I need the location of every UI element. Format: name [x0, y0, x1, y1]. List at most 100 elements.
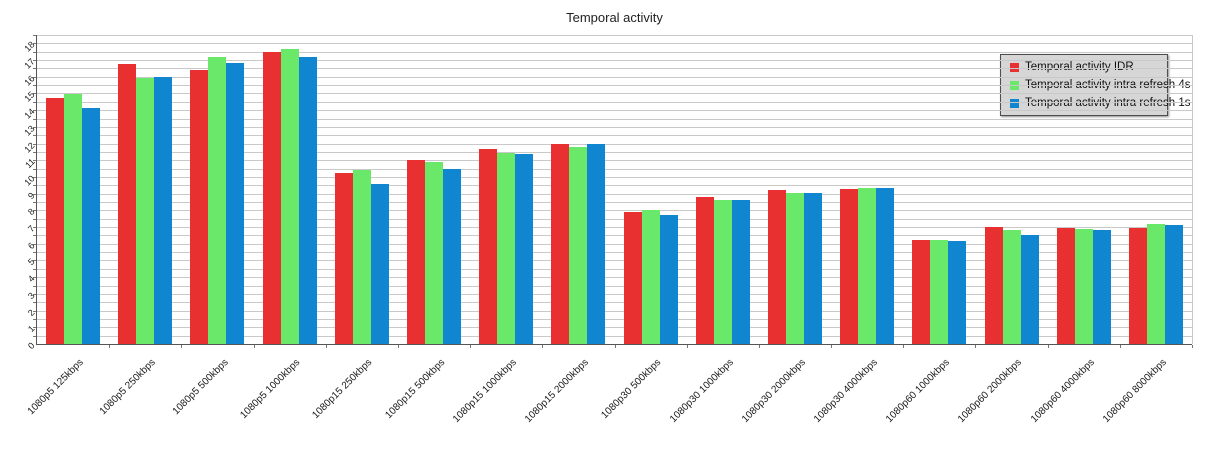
y-axis-label: 7: [25, 223, 37, 235]
x-axis-line: [36, 344, 1192, 345]
bar-series-3: [370, 183, 389, 344]
bar-series-1: [984, 227, 1003, 344]
bar-series-3: [82, 108, 101, 344]
gridline: [37, 310, 1192, 312]
y-axis-tick: [33, 118, 37, 120]
x-axis-tick: [253, 345, 255, 348]
y-axis-tick: [33, 185, 37, 187]
y-axis-label: 8: [25, 206, 37, 218]
y-axis-tick: [33, 252, 37, 254]
x-axis-tick: [470, 345, 472, 348]
y-axis-tick: [33, 318, 37, 320]
bar-series-3: [226, 63, 245, 344]
legend-item-intra-refresh-4s: Temporal activity intra refresh 4s: [1010, 79, 1191, 91]
x-axis-tick: [758, 345, 760, 348]
bar-series-1: [912, 240, 931, 344]
y-axis-tick: [33, 160, 37, 162]
gridline: [37, 93, 1192, 95]
bar-series-3: [515, 153, 534, 344]
y-axis-tick: [33, 93, 37, 95]
x-axis-tick: [109, 345, 111, 348]
gridline: [37, 235, 1192, 237]
x-axis-tick: [542, 345, 544, 348]
bar-series-3: [948, 241, 967, 344]
bar-series-2: [1146, 223, 1165, 344]
gridline: [37, 185, 1192, 187]
bar-series-2: [208, 56, 227, 344]
gridline: [37, 268, 1192, 270]
y-axis-tick: [33, 126, 37, 128]
gridline: [37, 302, 1192, 304]
y-axis-tick: [33, 51, 37, 53]
y-axis-tick: [33, 235, 37, 237]
bar-series-1: [767, 189, 786, 344]
gridline: [37, 151, 1192, 153]
y-axis-tick: [33, 335, 37, 337]
bar-series-2: [785, 192, 804, 344]
legend-label: Temporal activity IDR: [1025, 61, 1134, 73]
gridline: [37, 118, 1192, 120]
gridline: [37, 277, 1192, 279]
bar-series-1: [190, 70, 209, 344]
bar-series-2: [64, 94, 83, 344]
legend-color-swatch-red: [1010, 62, 1019, 72]
x-axis-label: 1080p5 1000kbps: [238, 357, 303, 422]
legend-item-intra-refresh-1s: Temporal activity intra refresh 1s: [1010, 97, 1191, 109]
gridline: [37, 110, 1192, 112]
gridline: [37, 243, 1192, 245]
bar-series-2: [569, 146, 588, 344]
gridline: [37, 293, 1192, 295]
gridline: [37, 327, 1192, 329]
y-axis-tick: [33, 135, 37, 137]
gridline: [37, 335, 1192, 337]
gridline: [37, 135, 1192, 137]
x-axis-label: 1080p30 4000kbps: [811, 357, 880, 425]
gridline: [37, 168, 1192, 170]
bar-series-2: [641, 210, 660, 344]
bar-series-3: [587, 143, 606, 344]
x-axis-label: 1080p5 125kbps: [25, 357, 86, 418]
y-axis-tick: [33, 76, 37, 78]
bar-series-1: [1056, 227, 1075, 344]
bar-series-3: [803, 192, 822, 344]
y-axis-tick: [33, 243, 37, 245]
gridline: [37, 227, 1192, 229]
x-axis-label: 1080p15 1000kbps: [451, 357, 519, 425]
x-axis-label: 1080p15 500kbps: [382, 357, 447, 422]
bar-series-1: [551, 143, 570, 344]
x-axis-label: 1080p60 1000kbps: [884, 357, 953, 425]
x-axis-label: 1080p60 8000kbps: [1100, 357, 1169, 425]
x-axis-tick: [686, 345, 688, 348]
gridline: [37, 43, 1192, 45]
x-axis-tick: [1047, 345, 1049, 348]
x-axis-tick: [614, 345, 616, 348]
y-axis-tick: [33, 202, 37, 204]
y-axis-label: 5: [25, 256, 37, 268]
y-axis-tick: [33, 302, 37, 304]
x-axis-tick: [1119, 345, 1121, 348]
x-axis-tick: [397, 345, 399, 348]
bar-series-1: [623, 212, 642, 344]
bar-series-1: [840, 188, 859, 344]
y-axis-label: 1: [25, 323, 37, 335]
bar-series-1: [118, 64, 137, 344]
y-axis-tick: [33, 227, 37, 229]
bar-series-2: [136, 78, 155, 344]
x-axis-label: 1080p30 2000kbps: [739, 357, 808, 425]
chart-title: Temporal activity: [566, 10, 663, 25]
y-axis-tick: [33, 193, 37, 195]
y-axis-tick: [33, 168, 37, 170]
gridline: [37, 76, 1192, 78]
gridline: [37, 126, 1192, 128]
y-axis-tick: [33, 310, 37, 312]
y-axis-tick: [33, 268, 37, 270]
x-axis-tick: [903, 345, 905, 348]
bar-series-3: [876, 187, 895, 344]
y-axis-tick: [33, 143, 37, 145]
y-axis-tick: [33, 293, 37, 295]
x-axis-tick: [975, 345, 977, 348]
y-axis-label: 3: [25, 290, 37, 301]
bar-series-1: [262, 51, 281, 344]
y-axis-label: 6: [25, 240, 37, 251]
y-axis-tick: [33, 68, 37, 70]
